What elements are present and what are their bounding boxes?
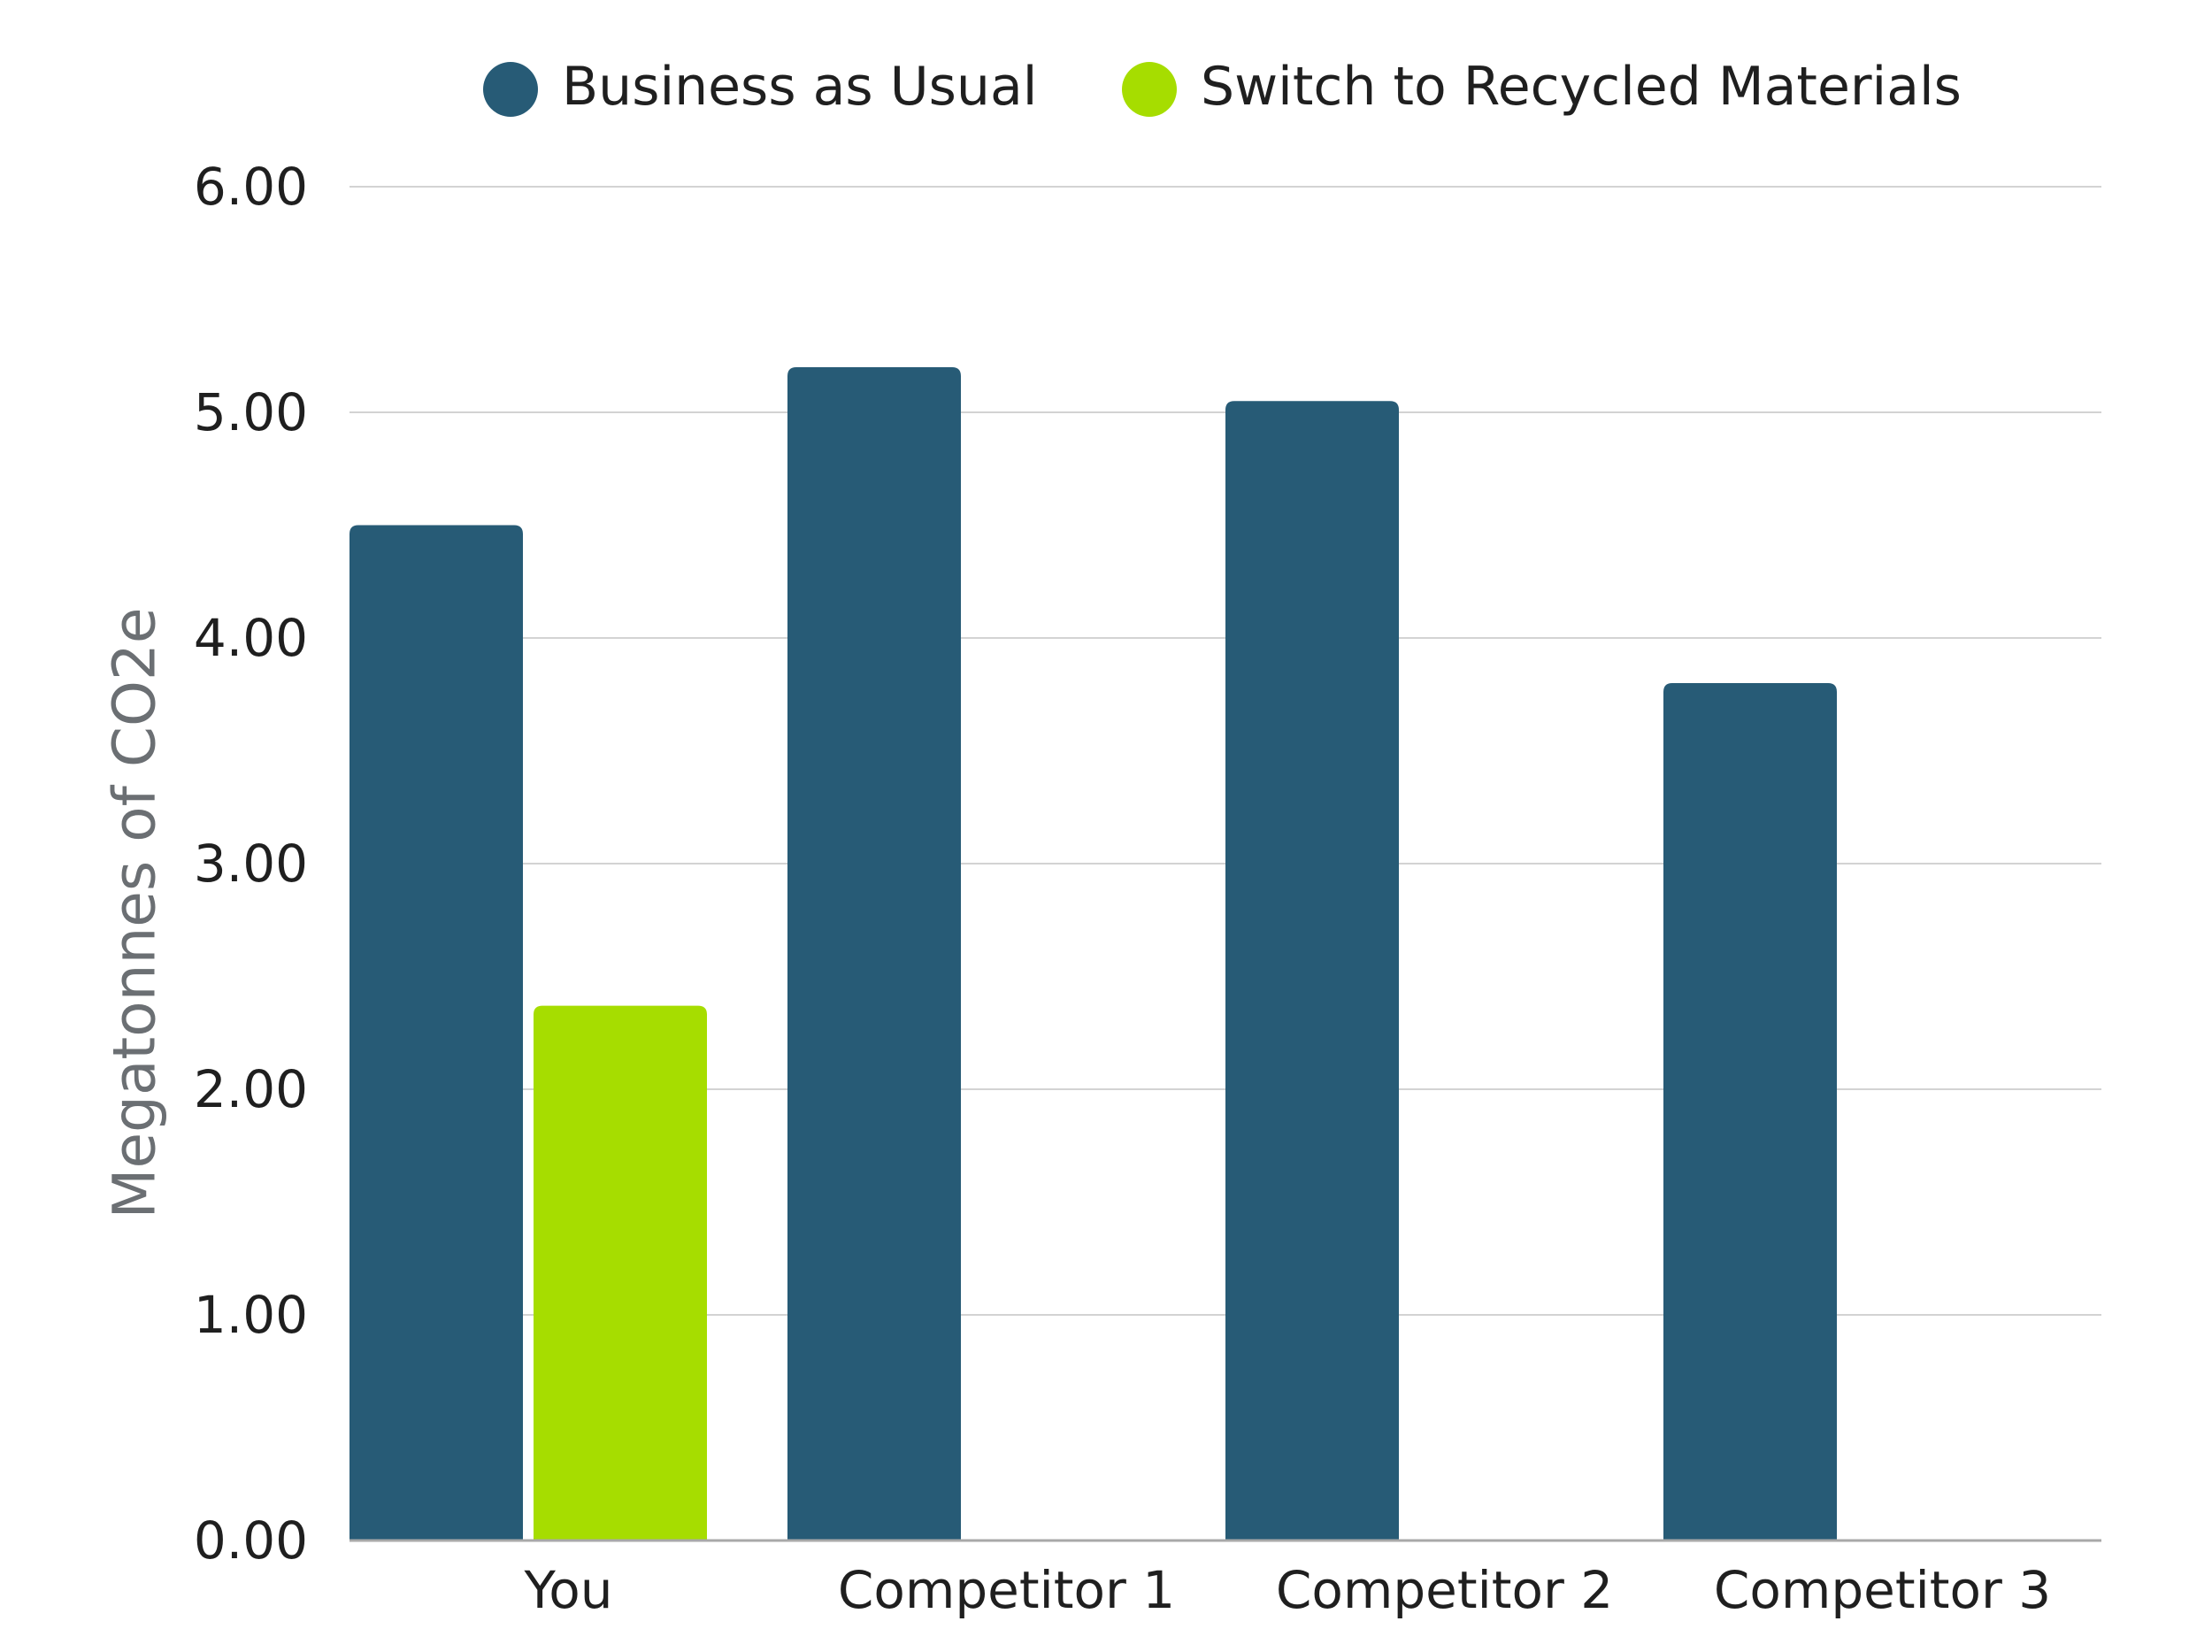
bar bbox=[534, 1005, 707, 1541]
y-tick-label: 2.00 bbox=[194, 1059, 308, 1119]
x-axis-labels: You Competitor 1 Competitor 2 Competitor 3 bbox=[524, 1560, 2052, 1620]
bar bbox=[787, 367, 961, 1541]
y-axis-title: Megatonnes of CO2e bbox=[101, 607, 169, 1218]
legend: Business as Usual Switch to Recycled Mate… bbox=[483, 56, 1962, 118]
x-category-label: You bbox=[524, 1560, 613, 1620]
y-tick-label: 0.00 bbox=[194, 1510, 308, 1571]
y-axis-ticks: 0.00 1.00 2.00 3.00 4.00 5.00 6.00 bbox=[194, 157, 308, 1571]
bar bbox=[349, 525, 523, 1541]
y-tick-label: 1.00 bbox=[194, 1285, 308, 1345]
x-category-label: Competitor 2 bbox=[1276, 1560, 1613, 1620]
y-tick-label: 3.00 bbox=[194, 834, 308, 894]
y-tick-label: 5.00 bbox=[194, 382, 308, 442]
legend-swatch bbox=[1122, 62, 1177, 117]
y-tick-label: 4.00 bbox=[194, 608, 308, 668]
bar bbox=[1663, 683, 1837, 1541]
legend-swatch bbox=[483, 62, 538, 117]
legend-label: Switch to Recycled Materials bbox=[1201, 56, 1962, 118]
bar bbox=[1225, 401, 1399, 1541]
x-category-label: Competitor 3 bbox=[1714, 1560, 2051, 1620]
x-category-label: Competitor 1 bbox=[838, 1560, 1175, 1620]
legend-label: Business as Usual bbox=[562, 56, 1037, 118]
y-tick-label: 6.00 bbox=[194, 157, 308, 217]
bars bbox=[349, 367, 1837, 1541]
